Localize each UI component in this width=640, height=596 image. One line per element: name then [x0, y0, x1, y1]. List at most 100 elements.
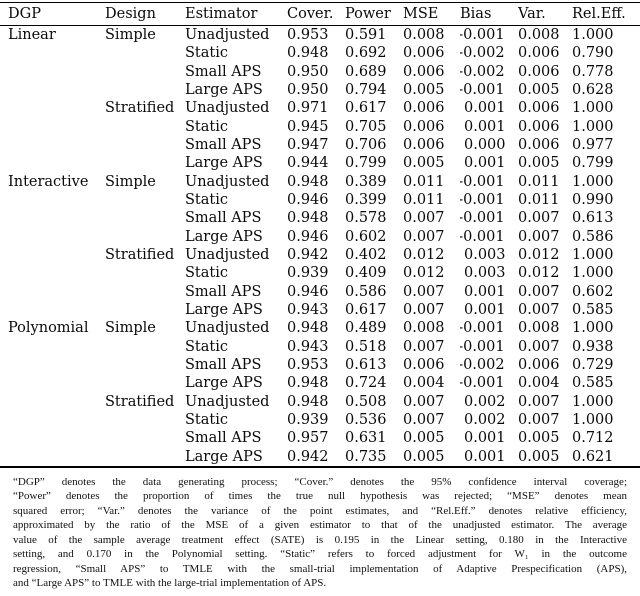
table-row: Large APS 0.942 0.735 0.005 0.001 0.005 0.621	[0, 448, 640, 467]
cell-bias: 0.001	[464, 430, 506, 447]
results-table: DGP Design Estimator Cover. Power MSE Bias Var.…	[0, 2, 640, 468]
cell-design	[105, 191, 185, 209]
cell-mse: 0.007	[403, 228, 445, 245]
cell-var: 0.007	[518, 301, 560, 318]
cell-rel-eff: 1.000	[572, 265, 614, 282]
cell-design: Stratified	[105, 100, 175, 117]
footnote-line: approximated by the ratio of the MSE of …	[13, 519, 627, 532]
cell-design	[105, 209, 185, 227]
cell-estimator: Static	[185, 45, 228, 62]
cell-power: 0.631	[345, 430, 387, 447]
cell-estimator: Small APS	[185, 63, 262, 80]
cell-rel-eff: 1.000	[572, 27, 614, 43]
footnote-line: and “Large APS” to TMLE with the large-t…	[13, 577, 327, 590]
column-header-design: Design	[105, 6, 156, 22]
column-header-bias: Bias	[460, 6, 492, 22]
cell-power: 0.518	[345, 338, 387, 355]
cell-power: 0.409	[345, 265, 387, 282]
cell-dgp	[0, 228, 105, 246]
cell-dgp	[0, 63, 105, 81]
cell-estimator: Small APS	[185, 356, 262, 373]
cell-design	[105, 44, 185, 62]
cell-var: 0.011	[518, 173, 560, 190]
cell-cover: 0.948	[287, 173, 329, 190]
cell-bias: -0.001	[460, 375, 505, 392]
cell-power: 0.724	[345, 375, 387, 392]
cell-power: 0.389	[345, 173, 387, 190]
cell-design	[105, 283, 185, 301]
cell-rel-eff: 1.000	[572, 118, 614, 135]
cell-var: 0.007	[518, 411, 560, 428]
cell-cover: 0.946	[287, 283, 329, 300]
cell-estimator: Small APS	[185, 430, 262, 447]
cell-var: 0.007	[518, 210, 560, 227]
cell-cover: 0.953	[287, 27, 329, 43]
table-row: Large APS 0.944 0.799 0.005 0.001 0.005 0.799	[0, 154, 640, 172]
cell-dgp	[0, 154, 105, 172]
cell-mse: 0.008	[403, 320, 445, 337]
cell-design: Simple	[105, 173, 156, 190]
cell-mse: 0.006	[403, 100, 445, 117]
cell-power: 0.399	[345, 191, 387, 208]
cell-mse: 0.007	[403, 301, 445, 318]
cell-design: Simple	[105, 320, 156, 337]
cell-design	[105, 264, 185, 282]
cell-cover: 0.953	[287, 356, 329, 373]
cell-var: 0.006	[518, 45, 560, 62]
table-row: Static 0.945 0.705 0.006 0.001 0.006 1.000	[0, 118, 640, 136]
cell-estimator: Static	[185, 265, 228, 282]
cell-estimator: Unadjusted	[185, 173, 270, 190]
table-row: Static 0.939 0.536 0.007 0.002 0.007 1.000	[0, 411, 640, 429]
table-header: DGP Design Estimator Cover. Power MSE Bias Var.…	[0, 3, 640, 26]
cell-estimator: Large APS	[185, 81, 263, 98]
table-row: Large APS 0.948 0.724 0.004 -0.001 0.004 0.585	[0, 374, 640, 392]
cell-bias: -0.002	[460, 45, 505, 62]
cell-mse: 0.004	[403, 375, 445, 392]
cell-var: 0.005	[518, 448, 560, 465]
cell-cover: 0.939	[287, 411, 329, 428]
cell-dgp: Interactive	[8, 173, 89, 190]
cell-dgp	[0, 429, 105, 447]
cell-dgp	[0, 374, 105, 392]
cell-power: 0.799	[345, 155, 387, 172]
cell-rel-eff: 0.990	[572, 191, 614, 208]
cell-dgp	[0, 283, 105, 301]
cell-rel-eff: 0.586	[572, 228, 614, 245]
cell-bias: -0.002	[460, 356, 505, 373]
cell-estimator: Small APS	[185, 136, 262, 153]
cell-bias: 0.000	[464, 136, 506, 153]
cell-design	[105, 338, 185, 356]
cell-estimator: Unadjusted	[185, 27, 270, 43]
cell-design	[105, 374, 185, 392]
table-row: Stratified Unadjusted 0.942 0.402 0.012 0.003…	[0, 246, 640, 264]
cell-dgp	[0, 356, 105, 374]
cell-power: 0.735	[345, 448, 387, 465]
cell-bias: -0.001	[460, 81, 505, 98]
cell-estimator: Large APS	[185, 228, 263, 245]
table-row: Static 0.946 0.399 0.011 -0.001 0.011 0.990	[0, 191, 640, 209]
cell-power: 0.794	[345, 81, 387, 98]
cell-estimator: Static	[185, 338, 228, 355]
cell-mse: 0.006	[403, 45, 445, 62]
cell-cover: 0.943	[287, 301, 329, 318]
table-row: Large APS 0.950 0.794 0.005 -0.001 0.005 0.628	[0, 81, 640, 99]
cell-mse: 0.006	[403, 63, 445, 80]
cell-var: 0.007	[518, 228, 560, 245]
cell-design	[105, 301, 185, 319]
cell-mse: 0.006	[403, 136, 445, 153]
cell-dgp	[0, 393, 105, 411]
cell-dgp	[0, 81, 105, 99]
column-header-mse: MSE	[403, 6, 439, 22]
cell-rel-eff: 0.602	[572, 283, 614, 300]
cell-bias: -0.001	[460, 27, 505, 43]
cell-cover: 0.944	[287, 155, 329, 172]
table-row: Linear Simple Unadjusted 0.953 0.591 0.008 -0.…	[0, 26, 640, 45]
cell-estimator: Static	[185, 118, 228, 135]
cell-mse: 0.007	[403, 283, 445, 300]
cell-cover: 0.945	[287, 118, 329, 135]
column-header-estimator: Estimator	[185, 6, 258, 22]
cell-mse: 0.012	[403, 246, 445, 263]
cell-rel-eff: 0.729	[572, 356, 614, 373]
column-header-var: Var.	[518, 6, 546, 22]
table-row: Small APS 0.953 0.613 0.006 -0.002 0.006 0.729	[0, 356, 640, 374]
